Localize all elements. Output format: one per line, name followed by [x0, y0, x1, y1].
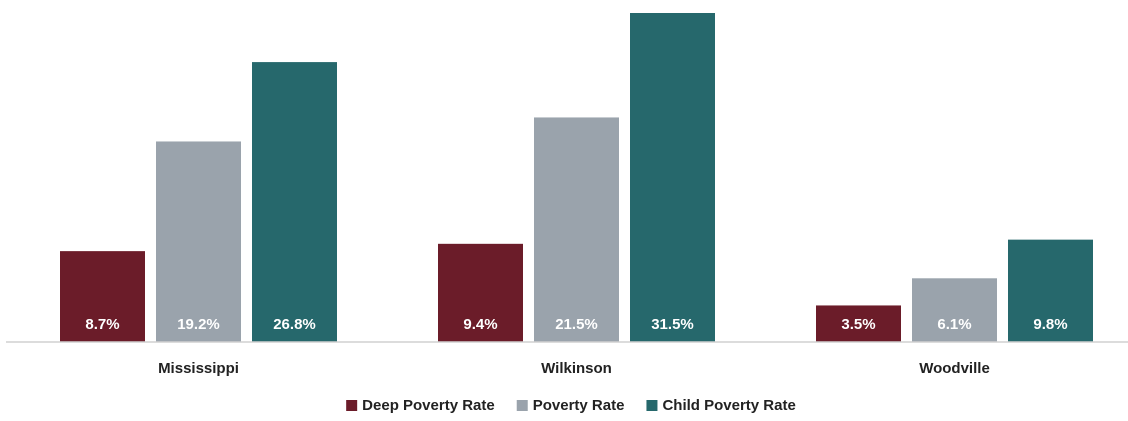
- bar-wilkinson-deep-poverty-rate: [438, 243, 523, 342]
- bar-woodville-poverty-rate: [912, 278, 997, 342]
- bar-mississippi-poverty-rate: [156, 141, 241, 342]
- category-labels: Mississippi Wilkinson Woodville: [158, 360, 990, 377]
- category-label-wilkinson: Wilkinson: [541, 360, 612, 377]
- bar-value-label: 9.4%: [463, 316, 497, 333]
- legend-swatch: [346, 400, 358, 411]
- legend-item-poverty-rate: Poverty Rate: [516, 397, 625, 414]
- bar-value-label: 6.1%: [937, 316, 971, 333]
- bar-value-label: 19.2%: [177, 316, 220, 333]
- legend-swatch: [646, 400, 658, 411]
- legend-label: Poverty Rate: [533, 397, 625, 414]
- legend-item-child-poverty-rate: Child Poverty Rate: [646, 397, 796, 414]
- bar-mississippi-deep-poverty-rate: [60, 251, 145, 342]
- bar-value-label: 21.5%: [555, 316, 598, 333]
- bar-value-label: 31.5%: [651, 316, 694, 333]
- bar-value-label: 3.5%: [841, 316, 875, 333]
- bar-value-labels: 8.7% 19.2% 26.8% 9.4% 21.5% 31.5% 3.5% 6.1% 9.8%: [85, 316, 1067, 333]
- category-label-woodville: Woodville: [919, 360, 990, 377]
- bar-mississippi-child-poverty-rate: [252, 62, 337, 342]
- legend-label: Deep Poverty Rate: [362, 397, 495, 414]
- category-label-mississippi: Mississippi: [158, 360, 239, 377]
- bar-value-label: 8.7%: [85, 316, 119, 333]
- legend-swatch: [516, 400, 528, 411]
- bars-layer: [60, 13, 1093, 342]
- bar-woodville-child-poverty-rate: [1008, 239, 1093, 342]
- bar-wilkinson-poverty-rate: [534, 117, 619, 342]
- legend: Deep Poverty Rate Poverty Rate Child Pover…: [346, 397, 796, 414]
- bar-wilkinson-child-poverty-rate: [630, 13, 715, 342]
- legend-item-deep-poverty-rate: Deep Poverty Rate: [346, 397, 495, 414]
- bar-woodville-deep-poverty-rate: [816, 305, 901, 342]
- bar-value-label: 9.8%: [1033, 316, 1067, 333]
- legend-label: Child Poverty Rate: [662, 397, 795, 414]
- bar-value-label: 26.8%: [273, 316, 316, 333]
